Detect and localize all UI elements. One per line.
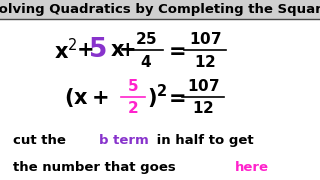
Text: $\mathbf{)^2}$: $\mathbf{)^2}$ — [147, 83, 167, 111]
Text: $\mathbf{2}$: $\mathbf{2}$ — [127, 100, 139, 116]
Text: the number that goes: the number that goes — [13, 161, 180, 174]
FancyBboxPatch shape — [0, 0, 320, 19]
Text: $\mathbf{107}$: $\mathbf{107}$ — [187, 78, 220, 94]
Text: $\mathbf{5}$: $\mathbf{5}$ — [88, 37, 107, 63]
Text: here: here — [235, 161, 269, 174]
Text: $\mathbf{12}$: $\mathbf{12}$ — [194, 54, 216, 70]
Text: $\mathbf{=}$: $\mathbf{=}$ — [164, 40, 185, 60]
Text: in half to get: in half to get — [152, 134, 254, 147]
Text: $\mathbf{x}^2$: $\mathbf{x}^2$ — [54, 38, 78, 63]
Text: $\mathbf{+}$: $\mathbf{+}$ — [76, 40, 93, 60]
Text: $\mathbf{(x +}$: $\mathbf{(x +}$ — [64, 86, 108, 109]
Text: $\mathbf{12}$: $\mathbf{12}$ — [192, 100, 214, 116]
Text: $\mathbf{+}$: $\mathbf{+}$ — [118, 40, 135, 60]
Text: $\mathbf{x}$: $\mathbf{x}$ — [110, 40, 125, 60]
Text: cut the: cut the — [13, 134, 70, 147]
Text: $\mathbf{=}$: $\mathbf{=}$ — [164, 87, 185, 107]
Text: b term: b term — [99, 134, 149, 147]
Text: $\mathbf{5}$: $\mathbf{5}$ — [127, 78, 139, 94]
Text: $\mathbf{107}$: $\mathbf{107}$ — [188, 31, 221, 47]
Text: $\mathbf{25}$: $\mathbf{25}$ — [134, 31, 157, 47]
Text: Solving Quadratics by Completing the Square: Solving Quadratics by Completing the Squ… — [0, 3, 320, 16]
Text: $\mathbf{4}$: $\mathbf{4}$ — [140, 54, 152, 70]
